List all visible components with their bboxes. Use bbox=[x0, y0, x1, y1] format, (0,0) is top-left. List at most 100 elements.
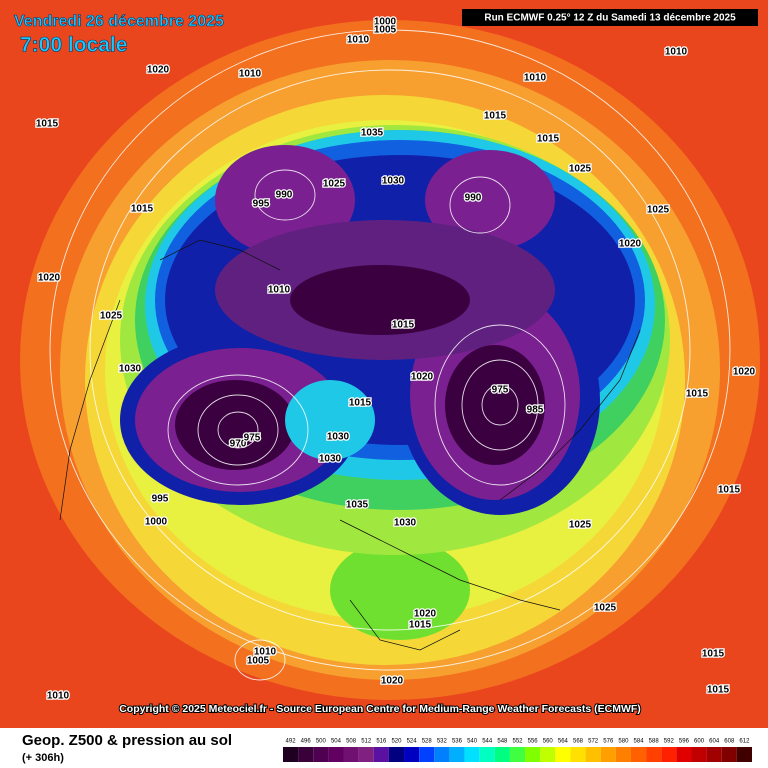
scale-swatch bbox=[570, 747, 586, 762]
copyright: Copyright © 2025 Meteociel.fr - Source E… bbox=[119, 703, 641, 715]
field bbox=[290, 265, 470, 335]
scale-label: 500 bbox=[316, 739, 327, 745]
isobar-label: 1010 bbox=[665, 47, 688, 58]
isobar-label: 1030 bbox=[319, 454, 342, 465]
scale-swatch bbox=[661, 747, 677, 762]
isobar-label: 1015 bbox=[707, 685, 730, 696]
scale-label: 540 bbox=[467, 739, 478, 745]
scale-swatch bbox=[646, 747, 662, 762]
isobar-label: 1000 bbox=[374, 17, 397, 28]
isobar-label: 995 bbox=[152, 494, 169, 505]
isobar-label: 1020 bbox=[733, 367, 756, 378]
isobar-label: 1025 bbox=[569, 164, 592, 175]
scale-swatch bbox=[540, 747, 556, 762]
scale-swatch bbox=[706, 747, 722, 762]
map bbox=[0, 0, 768, 728]
isobar-label: 1015 bbox=[131, 204, 154, 215]
scale-swatch bbox=[615, 747, 631, 762]
run-info: Run ECMWF 0.25° 12 Z du Samedi 13 décemb… bbox=[484, 13, 736, 24]
scale-swatch bbox=[494, 747, 510, 762]
isobar-label: 1015 bbox=[409, 620, 432, 631]
scale-swatch bbox=[585, 747, 601, 762]
scale-swatch bbox=[721, 747, 737, 762]
scale-swatch bbox=[358, 747, 374, 762]
isobar-label: 1015 bbox=[392, 320, 415, 331]
isoline bbox=[461, 359, 539, 451]
isobar-label: 1025 bbox=[569, 520, 592, 531]
scale-label: 592 bbox=[664, 739, 675, 745]
isobar-label: 1015 bbox=[702, 649, 725, 660]
scale-label: 576 bbox=[603, 739, 614, 745]
isobar-label: 990 bbox=[465, 193, 482, 204]
isoline bbox=[481, 384, 519, 426]
scale-label: 568 bbox=[573, 739, 584, 745]
scale-swatch bbox=[479, 747, 495, 762]
coastline bbox=[59, 239, 641, 651]
field bbox=[445, 345, 545, 465]
isobar-label: 1025 bbox=[594, 603, 617, 614]
isobar-label: 1020 bbox=[381, 676, 404, 687]
isobar-label: 1020 bbox=[411, 372, 434, 383]
isobar-label: 995 bbox=[253, 199, 270, 210]
scale-label: 564 bbox=[558, 739, 569, 745]
isobar-label: 1015 bbox=[36, 119, 59, 130]
scale-label: 516 bbox=[376, 739, 387, 745]
isobar-label: 1035 bbox=[361, 128, 384, 139]
scale-label: 612 bbox=[739, 739, 750, 745]
isoline bbox=[234, 639, 286, 681]
isobar-label: 1010 bbox=[239, 69, 262, 80]
isoline bbox=[89, 69, 691, 631]
scale-label: 552 bbox=[512, 739, 523, 745]
time: 7:00 locale bbox=[20, 34, 127, 57]
isobar-label: 1030 bbox=[382, 176, 405, 187]
scale-label: 508 bbox=[346, 739, 357, 745]
scale-label: 492 bbox=[286, 739, 297, 745]
color-scale: 492 496 500 504 508 512 516 520 524 528 532 536 540 5… bbox=[283, 739, 752, 762]
isobar-label: 1030 bbox=[327, 432, 350, 443]
scale-swatch bbox=[419, 747, 435, 762]
isoline bbox=[217, 411, 259, 449]
footer-title: Geop. Z500 & pression au sol bbox=[22, 732, 232, 749]
field bbox=[330, 540, 470, 640]
isobar-label: 1030 bbox=[394, 518, 417, 529]
scale-label: 512 bbox=[361, 739, 372, 745]
scale-swatch bbox=[298, 747, 314, 762]
scale-swatch bbox=[313, 747, 329, 762]
scale-swatch bbox=[328, 747, 344, 762]
scale-label: 528 bbox=[422, 739, 433, 745]
coastlines bbox=[59, 239, 641, 651]
isobar-label: 1025 bbox=[100, 311, 123, 322]
scale-label: 584 bbox=[634, 739, 645, 745]
scale-label: 604 bbox=[709, 739, 720, 745]
footer-lead: (+ 306h) bbox=[22, 752, 64, 764]
scale-label: 520 bbox=[391, 739, 402, 745]
field bbox=[285, 380, 375, 460]
isobar-label: 1015 bbox=[484, 111, 507, 122]
isobar-label: 1005 bbox=[247, 656, 270, 667]
scale-label: 556 bbox=[528, 739, 539, 745]
scale-label: 504 bbox=[331, 739, 342, 745]
isobar-label: 975 bbox=[244, 433, 261, 444]
field bbox=[175, 380, 295, 470]
run-box bbox=[462, 9, 758, 26]
isobar-label: 990 bbox=[276, 190, 293, 201]
scale-swatch bbox=[525, 747, 541, 762]
isobar-label: 1010 bbox=[524, 73, 547, 84]
scale-label: 608 bbox=[724, 739, 735, 745]
scale-label: 588 bbox=[649, 739, 660, 745]
scale-label: 600 bbox=[694, 739, 705, 745]
scale-swatch bbox=[691, 747, 707, 762]
scale-swatch bbox=[388, 747, 405, 762]
isobar-label: 1015 bbox=[537, 134, 560, 145]
scale-label: 572 bbox=[588, 739, 599, 745]
scale-swatch bbox=[449, 747, 465, 762]
scale-label: 532 bbox=[437, 739, 448, 745]
isobar-label: 1030 bbox=[119, 364, 142, 375]
isobar-label: 1020 bbox=[147, 65, 170, 76]
isobar-label: 1020 bbox=[414, 609, 437, 620]
isoline bbox=[49, 29, 731, 671]
scale-swatch bbox=[600, 747, 616, 762]
isoline bbox=[254, 169, 316, 221]
scale-label: 560 bbox=[543, 739, 554, 745]
